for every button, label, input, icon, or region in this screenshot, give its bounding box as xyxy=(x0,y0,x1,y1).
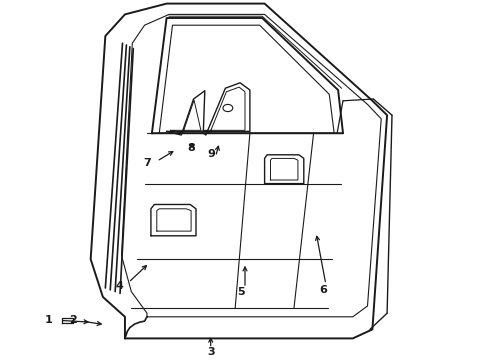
Text: 4: 4 xyxy=(116,281,123,291)
Text: 3: 3 xyxy=(207,347,215,357)
Text: 2: 2 xyxy=(69,315,76,325)
Text: 8: 8 xyxy=(187,143,195,153)
Text: 9: 9 xyxy=(208,149,216,159)
Text: 5: 5 xyxy=(237,287,245,297)
Text: 7: 7 xyxy=(143,158,151,168)
Text: 6: 6 xyxy=(319,285,327,295)
Text: 1: 1 xyxy=(45,315,53,325)
